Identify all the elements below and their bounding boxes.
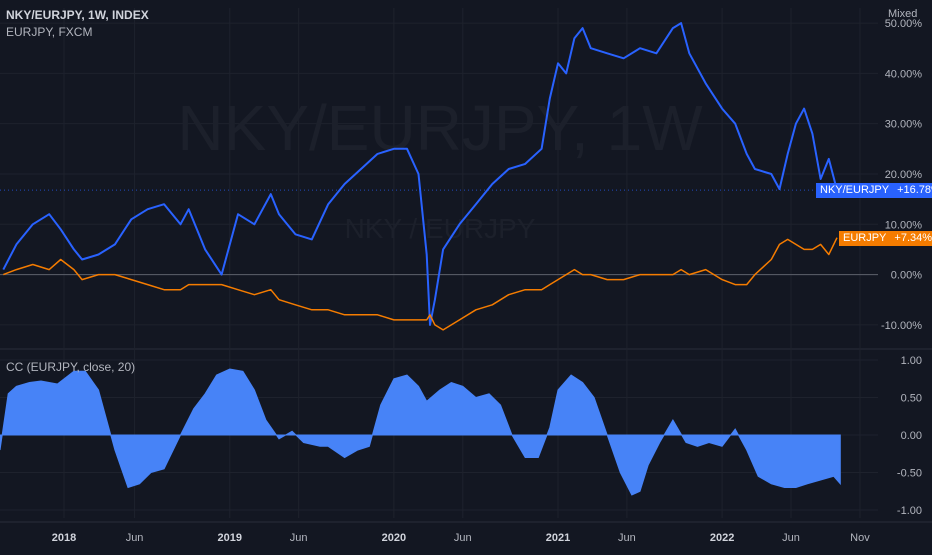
x-tick-0: 2018 [52, 532, 76, 544]
y-tick-main-2: 30.00% [885, 119, 923, 131]
watermark-main: NKY/EURJPY, 1W [177, 92, 703, 164]
main-price-badge: NKY/EURJPY+16.78% [816, 183, 932, 199]
main-badge-name: NKY/EURJPY [816, 183, 894, 199]
y-tick-main-3: 20.00% [885, 169, 923, 181]
indicator-pane[interactable] [0, 368, 841, 496]
y-tick-cc-0: 1.00 [901, 355, 922, 367]
x-tick-2: 2019 [218, 532, 242, 544]
x-tick-7: Jun [618, 532, 636, 544]
y-tick-main-6: -10.00% [881, 320, 922, 332]
y-tick-cc-2: 0.00 [901, 430, 922, 442]
y-tick-main-0: 50.00% [885, 18, 923, 30]
price-scale-indicator[interactable]: 1.00 0.50 0.00 -0.50 -1.00 [897, 355, 922, 517]
x-tick-3: Jun [290, 532, 308, 544]
main-pane[interactable] [0, 22, 878, 331]
compare-legend[interactable]: EURJPY, FXCM [6, 25, 93, 39]
series-line-nky-eurjpy [2, 22, 838, 326]
x-tick-10: Nov [850, 532, 870, 544]
x-tick-8: 2022 [710, 532, 734, 544]
x-tick-5: Jun [454, 532, 472, 544]
compare-badge-value: +7.34% [890, 230, 932, 246]
y-tick-main-1: 40.00% [885, 68, 923, 80]
x-tick-9: Jun [782, 532, 800, 544]
compare-badge-name: EURJPY [839, 230, 891, 246]
indicator-legend[interactable]: CC (EURJPY, close, 20) [6, 360, 136, 374]
x-tick-1: Jun [126, 532, 144, 544]
cc-area [0, 368, 841, 496]
y-tick-main-4: 10.00% [885, 219, 923, 231]
scale-mode-label[interactable]: Mixed [888, 8, 918, 20]
watermark-sub: NKY / EURJPY [345, 213, 536, 244]
symbol-legend[interactable]: NKY/EURJPY, 1W, INDEX [6, 8, 149, 22]
price-scale-main[interactable]: 50.00% 40.00% 30.00% 20.00% 10.00% 0.00% -10.0… [881, 18, 922, 332]
main-badge-value: +16.78% [893, 183, 932, 199]
y-tick-cc-3: -0.50 [897, 468, 922, 480]
time-scale[interactable]: 2018 Jun 2019 Jun 2020 Jun 2021 Jun 2022 Jun Nov [52, 532, 870, 544]
y-tick-cc-4: -1.00 [897, 505, 922, 517]
y-tick-cc-1: 0.50 [901, 393, 922, 405]
y-tick-main-5: 0.00% [891, 270, 922, 282]
x-tick-4: 2020 [382, 532, 406, 544]
x-tick-6: 2021 [546, 532, 570, 544]
compare-price-badge: EURJPY +7.34% [839, 230, 932, 246]
series-line-eurjpy [3, 237, 838, 331]
